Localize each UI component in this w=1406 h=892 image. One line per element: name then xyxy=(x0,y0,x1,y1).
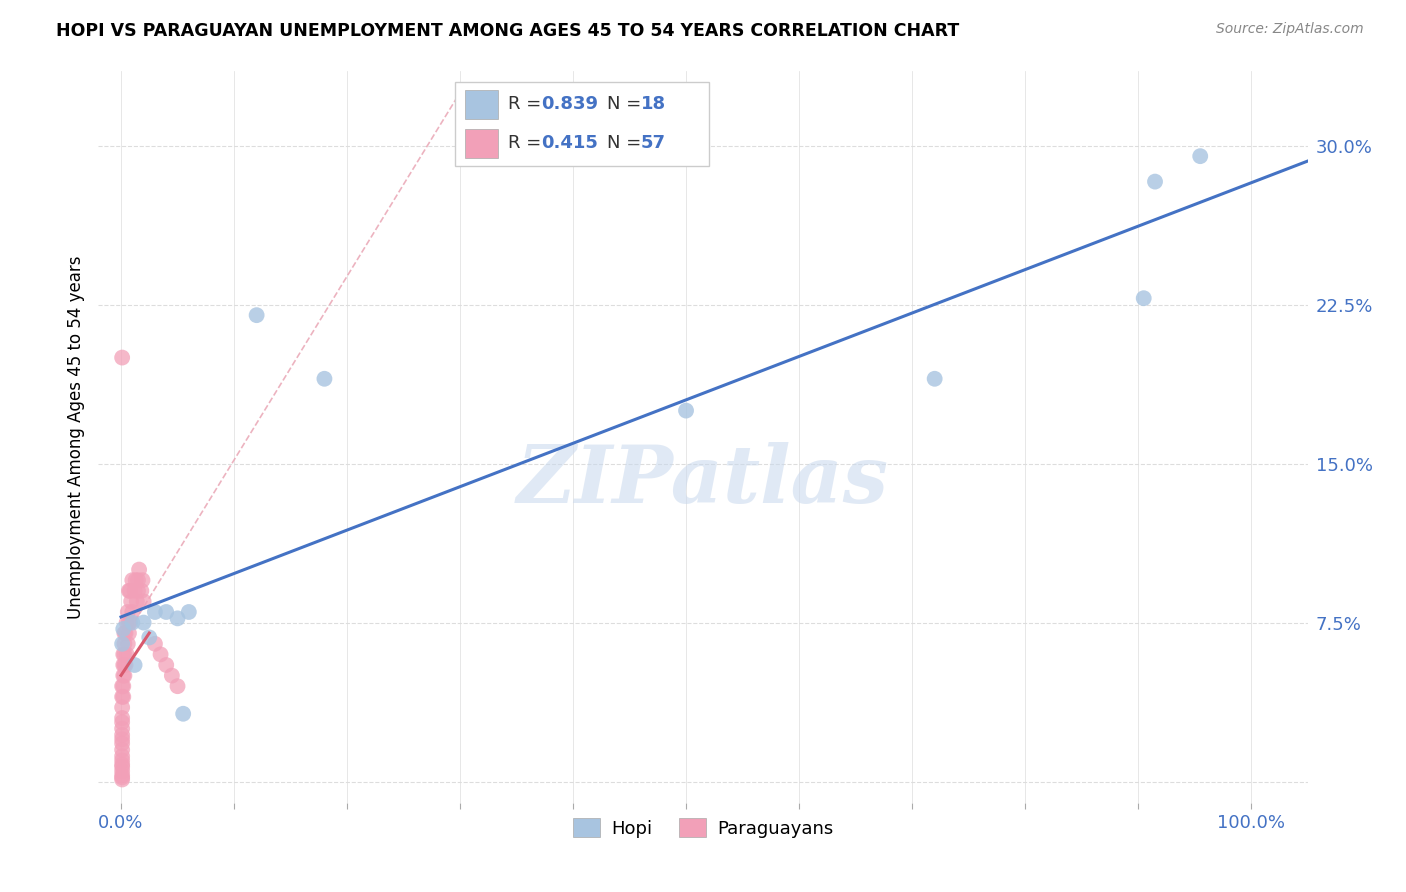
Point xyxy=(111,770,134,784)
Text: Source: ZipAtlas.com: Source: ZipAtlas.com xyxy=(1216,22,1364,37)
Point xyxy=(111,743,134,757)
Point xyxy=(131,583,153,598)
Point xyxy=(924,372,946,386)
Point xyxy=(111,351,134,365)
Point xyxy=(112,679,135,693)
Point xyxy=(111,722,134,736)
Point xyxy=(138,631,160,645)
Point xyxy=(1143,175,1166,189)
Point xyxy=(111,764,134,778)
Point xyxy=(120,615,142,630)
Point xyxy=(111,728,134,742)
Point xyxy=(120,583,142,598)
Point xyxy=(132,594,155,608)
Point xyxy=(111,679,134,693)
Point xyxy=(124,583,146,598)
Point xyxy=(121,605,143,619)
Point xyxy=(111,753,134,767)
Point xyxy=(121,573,143,587)
Text: ZIPatlas: ZIPatlas xyxy=(517,442,889,520)
Point xyxy=(125,573,148,587)
Point xyxy=(118,583,141,598)
Point xyxy=(143,605,166,619)
Point xyxy=(155,658,177,673)
Point xyxy=(111,736,134,750)
Point xyxy=(121,615,143,630)
Point xyxy=(177,605,200,619)
Point xyxy=(246,308,269,322)
Point xyxy=(160,668,183,682)
Point xyxy=(155,605,177,619)
Point xyxy=(1132,291,1154,305)
Point xyxy=(112,648,135,662)
Point xyxy=(131,573,153,587)
Point xyxy=(112,648,135,662)
Point xyxy=(117,605,139,619)
Legend: Hopi, Paraguayans: Hopi, Paraguayans xyxy=(565,811,841,845)
Y-axis label: Unemployment Among Ages 45 to 54 years: Unemployment Among Ages 45 to 54 years xyxy=(66,255,84,619)
Point xyxy=(112,658,135,673)
Point xyxy=(115,648,138,662)
Point xyxy=(111,637,134,651)
Point xyxy=(128,563,150,577)
Point xyxy=(111,700,134,714)
Point xyxy=(114,658,136,673)
Point xyxy=(111,732,134,747)
Point xyxy=(111,715,134,730)
Point xyxy=(112,668,135,682)
Point xyxy=(114,626,136,640)
Point xyxy=(125,594,148,608)
Point xyxy=(112,690,135,704)
Point xyxy=(124,658,146,673)
Point xyxy=(112,622,135,636)
Point xyxy=(117,637,139,651)
Point xyxy=(111,711,134,725)
Point xyxy=(111,760,134,774)
Point xyxy=(132,615,155,630)
Point xyxy=(314,372,336,386)
Point xyxy=(111,749,134,764)
Point xyxy=(118,626,141,640)
Point xyxy=(143,637,166,651)
Point xyxy=(127,573,149,587)
Point xyxy=(111,772,134,787)
Point xyxy=(112,668,135,682)
Point xyxy=(111,768,134,782)
Point xyxy=(111,757,134,772)
Point xyxy=(118,615,141,630)
Point xyxy=(127,583,149,598)
Point xyxy=(111,690,134,704)
Point xyxy=(112,637,135,651)
Point xyxy=(675,403,697,417)
Point xyxy=(1189,149,1212,163)
Text: HOPI VS PARAGUAYAN UNEMPLOYMENT AMONG AGES 45 TO 54 YEARS CORRELATION CHART: HOPI VS PARAGUAYAN UNEMPLOYMENT AMONG AG… xyxy=(56,22,959,40)
Point xyxy=(112,658,135,673)
Point xyxy=(112,626,135,640)
Point xyxy=(166,679,188,693)
Point xyxy=(120,594,142,608)
Point xyxy=(172,706,194,721)
Point xyxy=(166,611,188,625)
Point xyxy=(149,648,172,662)
Point xyxy=(115,615,138,630)
